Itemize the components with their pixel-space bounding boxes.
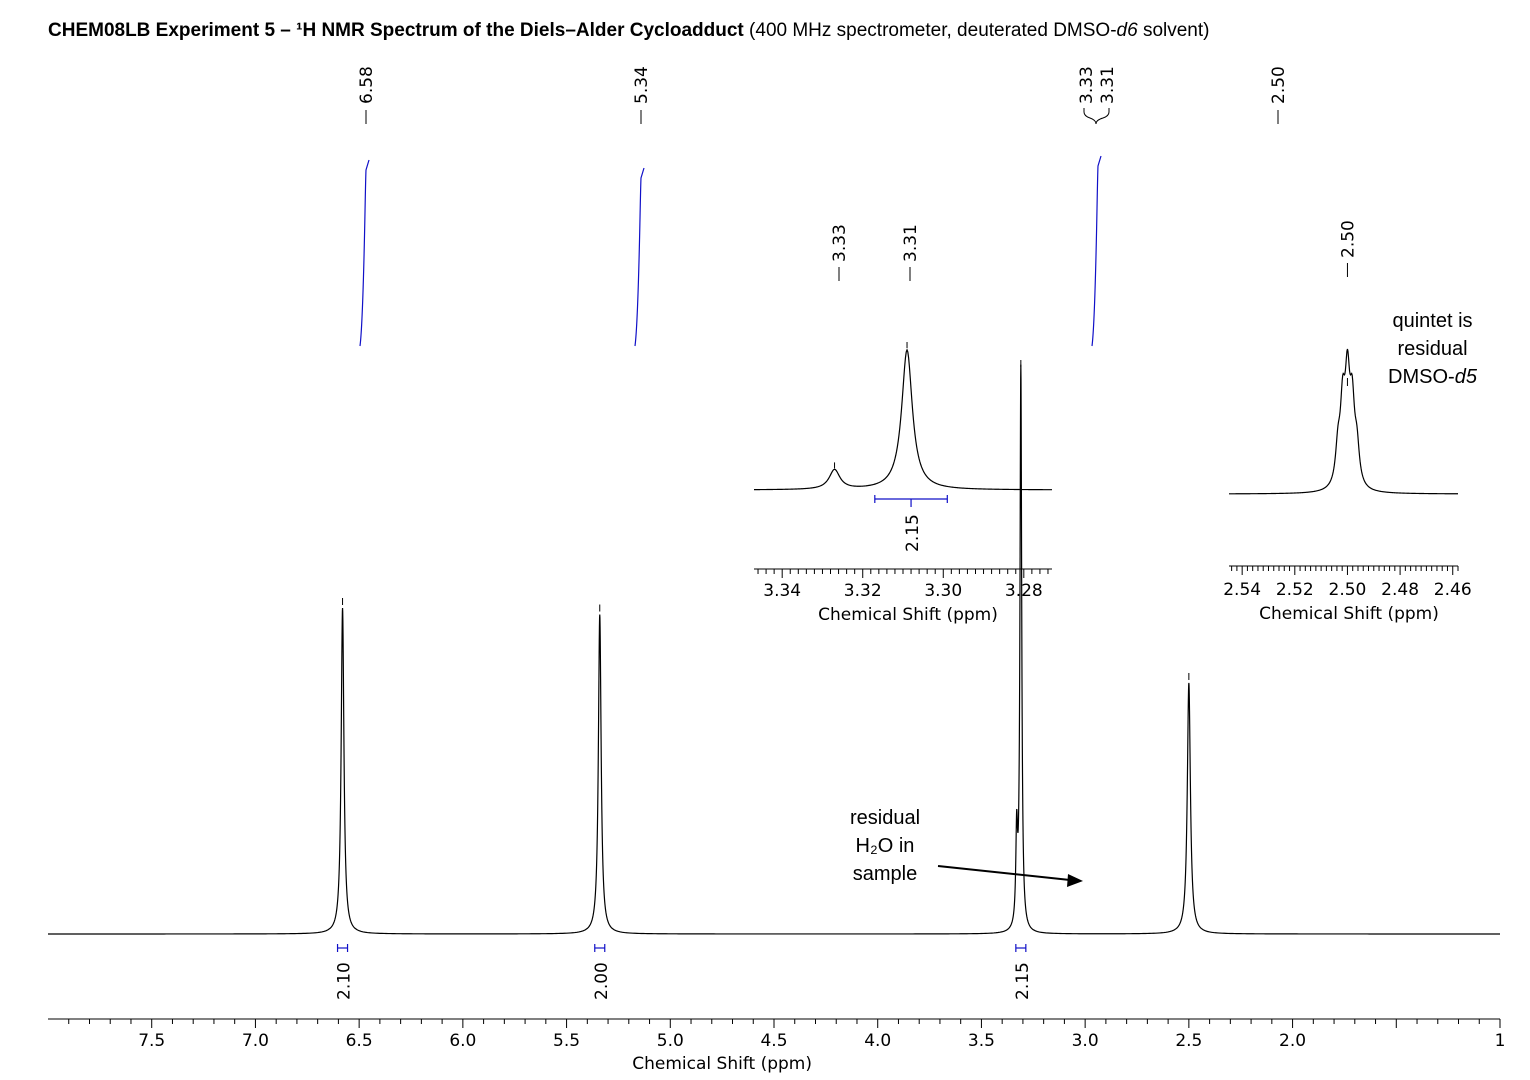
main-x-tick-label: 4.0 [864,1031,891,1051]
inset-1-trace [753,348,1053,491]
integral-value-group: 2.10 [335,962,355,1000]
main-x-tick-label: 3.0 [1072,1031,1099,1051]
inset-1-peak-label-3-31: 3.31 [901,224,921,262]
peak-label-3-31: 3.31 [1098,66,1118,104]
inset-1-peak-label-3-33-group: 3.33 [830,224,850,262]
integral-value: 2.10 [335,962,355,1000]
inset-1-tick-label: 3.28 [1005,581,1043,601]
peak-label-bracket [1083,108,1110,125]
main-x-tick-label: 5.5 [553,1031,580,1051]
peak-label-6-58-group: 6.58 [357,66,377,104]
title-bold: CHEM08LB Experiment 5 – ¹H NMR Spectrum … [48,20,744,41]
inset-1-integral-value: 2.15 [903,514,923,552]
inset-2-peak-label-group: 2.50 [1338,220,1358,258]
integral-value: 2.00 [592,962,612,1000]
title-normal-2: solvent) [1137,20,1210,41]
quintet-annotation-line-1: quintet is [1392,310,1473,332]
water-arrow-line [937,865,1071,881]
inset-2-tick-label: 2.54 [1223,580,1261,600]
inset-1-tick-label: 3.30 [924,581,962,601]
peak-label-3-31-group: 3.31 [1098,66,1118,104]
spectrum-trace [48,364,1500,935]
inset-1-x-axis-label: Chemical Shift (ppm) [818,605,998,625]
inset-2-tick-label: 2.50 [1329,580,1367,600]
integral-value-group: 2.15 [1013,962,1033,1000]
peak-label-2-50: 2.50 [1269,66,1289,104]
integral-value-group: 2.00 [592,962,612,1000]
inset-2-peak-label-2-50: 2.50 [1338,220,1358,258]
main-x-tick-label: 2.5 [1175,1031,1202,1051]
inset-2-tick-label: 2.52 [1276,580,1314,600]
water-annotation-line-3: sample [852,863,918,885]
water-arrow-head [1067,874,1083,887]
inset-1-tick-label: 3.34 [763,581,801,601]
inset-1-peak-label-3-33: 3.33 [830,224,850,262]
water-annotation: residual H₂O in sample [825,804,945,888]
main-x-tick-label: 3.5 [968,1031,995,1051]
main-x-tick-label: 2.0 [1279,1031,1306,1051]
title-italic-1: d6 [1116,20,1138,41]
quintet-annotation: quintet is residual DMSO-d5 [1370,307,1495,391]
integral-curve-3-31 [1091,155,1102,347]
peak-label-3-33: 3.33 [1077,66,1097,104]
main-x-tick-label: 6.0 [449,1031,476,1051]
quintet-annotation-line-3: DMSO-d5 [1370,363,1495,391]
peak-label-2-50-group: 2.50 [1269,66,1289,104]
title-normal-1: (400 MHz spectrometer, deuterated DMSO- [743,20,1117,41]
main-x-axis-label: Chemical Shift (ppm) [632,1054,812,1074]
inset-1-tick-label: 3.32 [844,581,882,601]
integral-curve-5-34 [634,167,645,347]
inset-1-integral-value-group: 2.15 [903,514,923,552]
inset-2-tick-label: 2.46 [1434,580,1472,600]
main-x-tick-label: 1 [1495,1031,1506,1051]
peak-label-6-58: 6.58 [357,66,377,104]
peak-label-3-33-group: 3.33 [1077,66,1097,104]
quintet-annotation-prefix: DMSO- [1388,366,1455,388]
inset-2-x-axis-label: Chemical Shift (ppm) [1259,604,1439,624]
water-annotation-line-2: H₂O in [855,835,915,857]
quintet-annotation-line-2: residual [1397,338,1468,360]
main-x-tick-label: 7.5 [138,1031,165,1051]
integral-value: 2.15 [1013,962,1033,1000]
main-x-tick-label: 5.0 [657,1031,684,1051]
inset-2-trace [1229,348,1458,495]
main-x-tick-label: 4.5 [760,1031,787,1051]
chart-title: CHEM08LB Experiment 5 – ¹H NMR Spectrum … [48,20,1518,42]
water-annotation-line-1: residual [849,807,921,829]
peak-label-5-34-group: 5.34 [632,66,652,104]
main-x-tick-label: 7.0 [242,1031,269,1051]
quintet-annotation-italic: d5 [1454,366,1477,388]
integral-curve-6-58 [359,159,370,347]
inset-2-tick-label: 2.48 [1381,580,1419,600]
peak-label-5-34: 5.34 [632,66,652,104]
inset-1-peak-label-3-31-group: 3.31 [901,224,921,262]
main-x-tick-label: 6.5 [346,1031,373,1051]
